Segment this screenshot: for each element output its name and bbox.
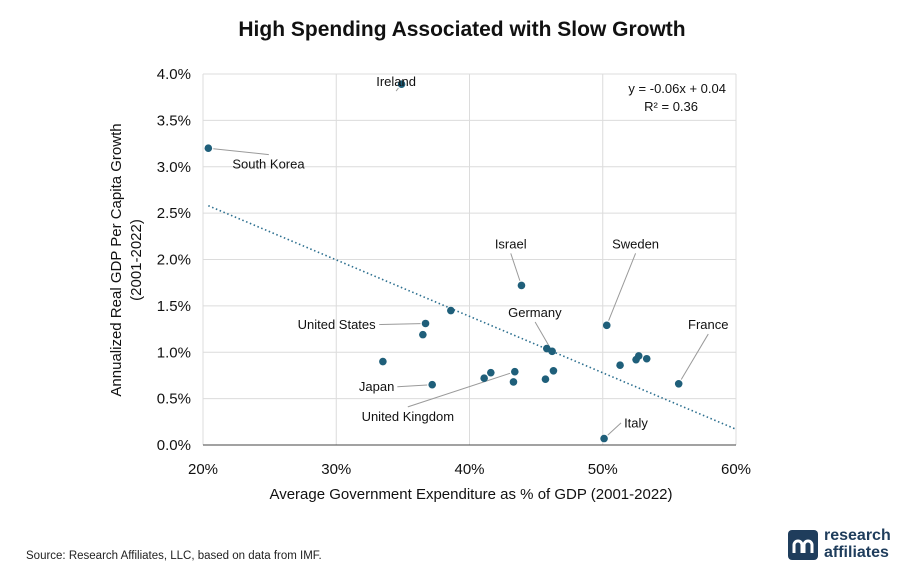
- data-point: [447, 306, 455, 315]
- y-tick-label: 2.0%: [157, 252, 191, 269]
- data-point: [549, 367, 558, 375]
- data-point: [600, 434, 608, 443]
- x-axis-label: Average Government Expenditure as % of G…: [269, 486, 672, 503]
- r-squared: R² = 0.36: [644, 99, 698, 114]
- data-point-label: France: [688, 317, 728, 332]
- logo-line-1: research: [824, 527, 891, 544]
- data-point-label: Sweden: [612, 236, 659, 251]
- x-tick-label: 40%: [454, 461, 484, 478]
- data-point: [541, 375, 550, 383]
- data-point: [517, 281, 526, 290]
- x-tick-label: 60%: [721, 461, 751, 478]
- data-point: [379, 357, 387, 366]
- data-point: [428, 380, 436, 389]
- y-axis-ticks: 0.0% 0.5% 1.0% 1.5% 2.0% 2.5% 3.0% 3.5% 4.0%: [157, 66, 191, 454]
- data-point: [419, 330, 427, 339]
- leader-line: [510, 253, 521, 281]
- y-tick-label: 0.0%: [157, 437, 191, 454]
- research-affiliates-logo-icon: [788, 530, 818, 560]
- leader-line: [534, 321, 551, 348]
- data-point: [511, 367, 519, 376]
- y-tick-label: 2.5%: [157, 205, 191, 222]
- data-point: [397, 80, 406, 89]
- data-point: [480, 374, 488, 383]
- y-tick-label: 1.0%: [157, 344, 191, 361]
- data-point-label: United States: [298, 317, 377, 332]
- data-point: [634, 352, 643, 360]
- leader-line: [379, 323, 421, 326]
- y-tick-label: 4.0%: [157, 66, 191, 83]
- y-axis-label: Annualized Real GDP Per Capita Growth (2…: [108, 123, 145, 396]
- x-tick-label: 50%: [588, 461, 618, 478]
- y-tick-label: 3.0%: [157, 159, 191, 176]
- data-point-label: Israel: [495, 236, 527, 251]
- source-note: Source: Research Affiliates, LLC, based …: [26, 550, 322, 562]
- data-point: [204, 144, 213, 152]
- x-axis-ticks: 20% 30% 40% 50% 60%: [188, 461, 751, 478]
- data-point: [421, 319, 430, 328]
- leader-line: [608, 253, 637, 321]
- regression-equation: y = -0.06x + 0.04: [628, 81, 726, 96]
- y-axis-label-line-1: Annualized Real GDP Per Capita Growth: [108, 123, 125, 396]
- data-labels: South Korea Ireland Israel Sweden France Unit…: [232, 74, 728, 430]
- data-point: [509, 378, 518, 386]
- data-point-label: United Kingdom: [362, 409, 455, 424]
- data-point-label: South Korea: [232, 157, 305, 172]
- y-tick-label: 1.5%: [157, 298, 191, 315]
- data-point-label: Italy: [624, 415, 648, 430]
- data-point-label: Germany: [508, 305, 562, 320]
- data-point: [674, 379, 683, 388]
- leader-line: [395, 87, 399, 92]
- data-points: [204, 80, 683, 443]
- logo-line-2: affiliates: [824, 544, 889, 561]
- leader-line: [407, 372, 511, 408]
- leader-line: [213, 148, 269, 156]
- data-point: [642, 354, 651, 363]
- data-point-label: Japan: [359, 379, 394, 394]
- data-point-label: Ireland: [376, 74, 416, 89]
- data-point: [602, 321, 611, 330]
- data-point: [548, 347, 556, 356]
- y-tick-label: 3.5%: [157, 112, 191, 129]
- y-axis-label-line-2: (2001-2022): [128, 219, 145, 301]
- data-point: [616, 361, 624, 370]
- trend-line: [208, 204, 737, 430]
- chart-title: High Spending Associated with Slow Growt…: [238, 18, 685, 41]
- grid-lines: [202, 73, 737, 445]
- y-tick-label: 0.5%: [157, 391, 191, 408]
- leader-line: [680, 333, 709, 380]
- research-affiliates-logo: research affiliates: [788, 524, 898, 572]
- logo-wordmark: research affiliates: [824, 527, 891, 561]
- label-leader-lines: [213, 87, 709, 436]
- leader-line: [397, 384, 428, 388]
- x-tick-label: 30%: [321, 461, 351, 478]
- data-point: [487, 368, 495, 377]
- x-tick-label: 20%: [188, 461, 218, 478]
- leader-line: [607, 422, 622, 436]
